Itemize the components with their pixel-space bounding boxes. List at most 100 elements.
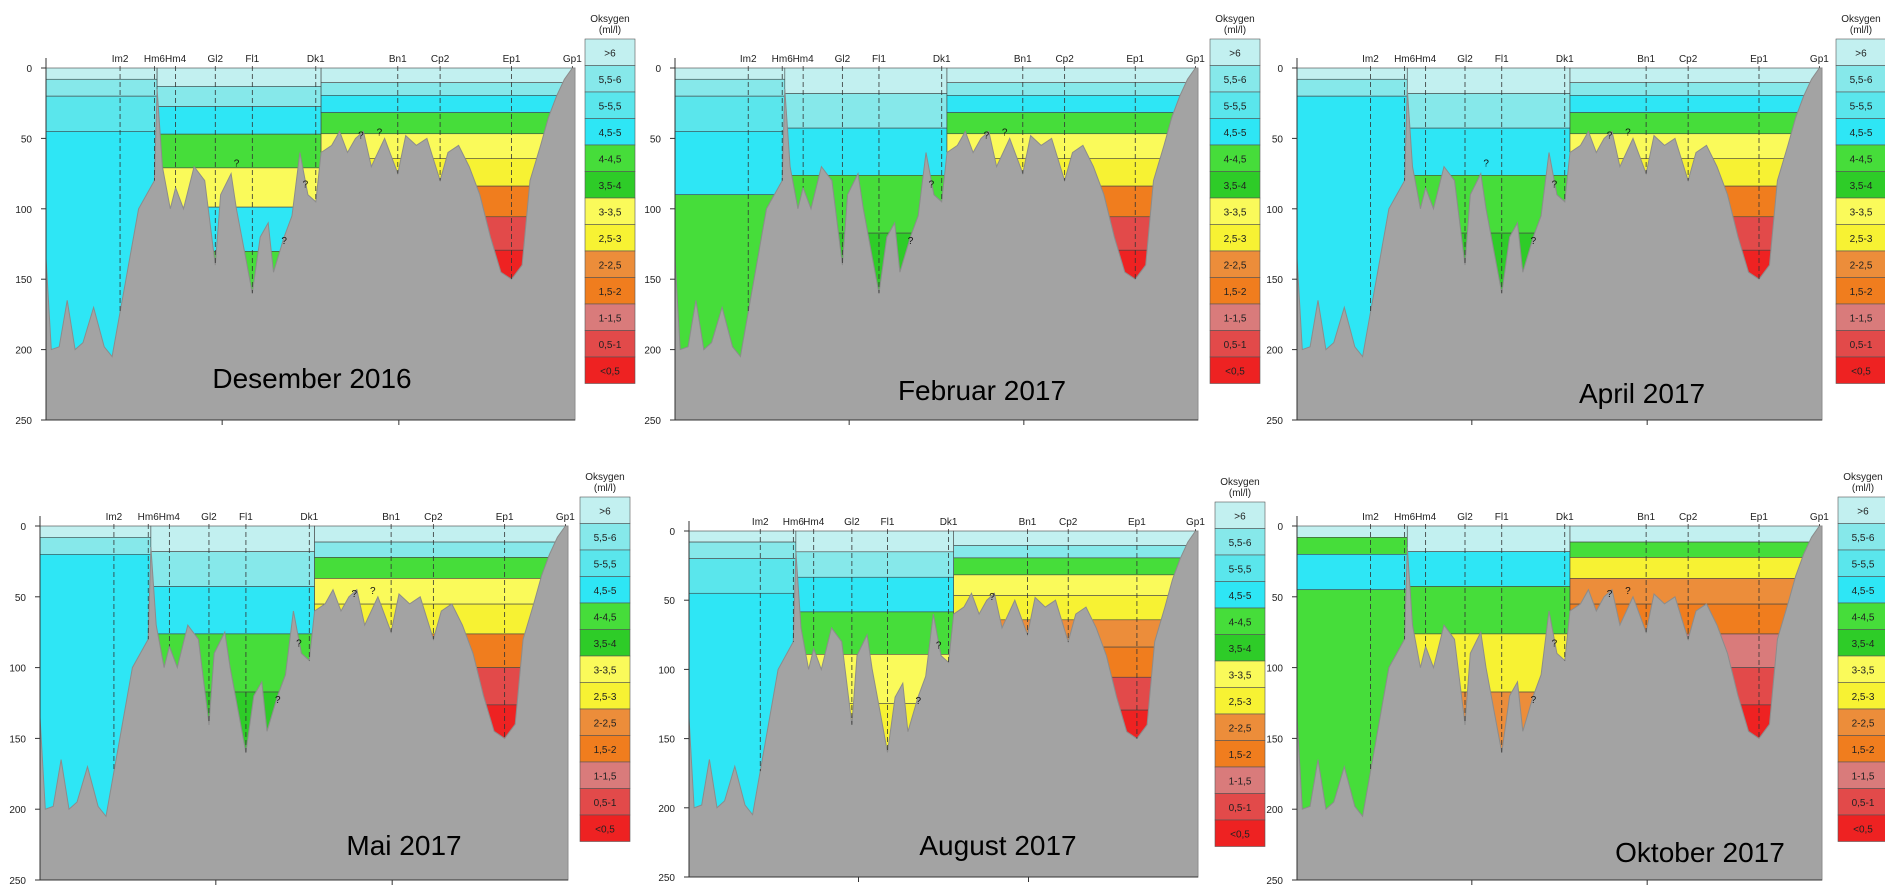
legend-label: 2,5-3 xyxy=(1850,234,1873,245)
legend-label: <0,5 xyxy=(1851,366,1871,377)
legend-label: 1-1,5 xyxy=(599,313,622,324)
legend-label: 2-2,5 xyxy=(1850,260,1873,271)
station-label: Gp1 xyxy=(1810,54,1829,65)
oxygen-layer xyxy=(1569,67,1820,83)
station-label: Hm6 xyxy=(772,54,794,65)
legend-swatch xyxy=(1209,65,1261,93)
legend-label: 3,5-4 xyxy=(1229,644,1252,655)
oxygen-layer xyxy=(688,530,797,543)
y-tick-label: 200 xyxy=(9,805,26,816)
uncertain-marker: ? xyxy=(1483,159,1489,170)
uncertain-marker: ? xyxy=(989,592,995,603)
station-label: Cp2 xyxy=(1679,512,1698,523)
station-label: Gp1 xyxy=(556,512,575,523)
legend-label: 3-3,5 xyxy=(594,665,617,676)
chart-panel: Im2 Hm6 Hm4 Gl2 Fl1 Dk1 Bn1 Cp2 Ep1 Gp1 0 50 100 150 2… xyxy=(1266,472,1885,887)
y-tick-label: 150 xyxy=(9,734,26,745)
uncertain-marker: ? xyxy=(916,696,922,707)
legend-unit: (ml/l) xyxy=(599,25,621,36)
station-label: Gp1 xyxy=(563,54,582,65)
station-label: Im2 xyxy=(740,54,757,65)
oxygen-layer xyxy=(45,67,158,80)
oxygen-layer xyxy=(1406,525,1571,552)
y-tick-label: 0 xyxy=(655,64,661,75)
legend-label: 0,5-1 xyxy=(1852,798,1875,809)
legend-swatch xyxy=(1214,554,1266,582)
legend-label: 3-3,5 xyxy=(1850,207,1873,218)
station-label: Fl1 xyxy=(1495,512,1509,523)
legend-swatch xyxy=(1837,788,1885,816)
legend-label: 1-1,5 xyxy=(1850,313,1873,324)
uncertain-marker: ? xyxy=(1531,236,1537,247)
uncertain-marker: ? xyxy=(1002,128,1008,139)
oxygen-layer xyxy=(688,558,797,594)
station-label: Dk1 xyxy=(300,512,318,523)
y-tick-label: 150 xyxy=(1266,275,1283,286)
legend-label: 3-3,5 xyxy=(599,207,622,218)
oxygen-layer xyxy=(314,557,566,579)
oxygen-layer xyxy=(156,67,322,87)
oxygen-layer xyxy=(150,525,315,552)
y-tick-label: 250 xyxy=(658,873,675,884)
station-label: Fl1 xyxy=(872,54,886,65)
legend-label: 3,5-4 xyxy=(599,181,622,192)
legend-swatch xyxy=(1209,277,1261,305)
y-tick-label: 0 xyxy=(20,522,26,533)
legend-label: >6 xyxy=(604,48,616,59)
oxygen-layer xyxy=(795,551,954,578)
station-label: Ep1 xyxy=(1126,54,1144,65)
uncertain-marker: ? xyxy=(929,180,935,191)
panel-title: Februar 2017 xyxy=(898,375,1066,406)
station-label: Bn1 xyxy=(1014,54,1032,65)
legend-title: Oksygen xyxy=(1843,472,1882,483)
uncertain-marker: ? xyxy=(1552,638,1558,649)
station-label: Gl2 xyxy=(835,54,851,65)
legend-swatch xyxy=(1209,171,1261,199)
oxygen-layer xyxy=(156,133,322,169)
legend-label: 3,5-4 xyxy=(1850,181,1873,192)
legend: Oksygen(ml/l) >6 5,5-6 5-5,5 4,5-5 4-4,5 3,5-4… xyxy=(1214,477,1266,847)
legend-label: 4-4,5 xyxy=(599,154,622,165)
y-tick-label: 0 xyxy=(1277,64,1283,75)
y-tick-label: 0 xyxy=(669,527,675,538)
legend-title: Oksygen xyxy=(1215,14,1254,25)
uncertain-marker: ? xyxy=(281,236,287,247)
oxygen-layer xyxy=(795,530,954,553)
legend-swatch xyxy=(1214,501,1266,529)
legend-label: 1,5-2 xyxy=(594,745,617,756)
legend-swatch xyxy=(1835,224,1885,252)
legend-label: 5,5-6 xyxy=(599,75,622,86)
station-label: Hm4 xyxy=(1415,512,1437,523)
uncertain-marker: ? xyxy=(1531,695,1537,706)
station-label: Dk1 xyxy=(1556,54,1574,65)
legend: Oksygen(ml/l) >6 5,5-6 5-5,5 4,5-5 4-4,5 3,5-4… xyxy=(1209,14,1261,384)
legend-swatch xyxy=(1209,356,1261,384)
station-label: Hm6 xyxy=(138,512,160,523)
legend-swatch xyxy=(1214,766,1266,794)
oxygen-layer xyxy=(784,127,948,176)
y-tick-label: 150 xyxy=(644,275,661,286)
uncertain-marker: ? xyxy=(370,586,376,597)
legend-label: 1,5-2 xyxy=(599,287,622,298)
seabed-terrain xyxy=(39,525,569,881)
y-tick-label: 250 xyxy=(9,876,26,887)
legend-label: 0,5-1 xyxy=(1229,803,1252,814)
uncertain-marker: ? xyxy=(1552,180,1558,191)
y-tick-label: 50 xyxy=(15,593,27,604)
legend-label: 4,5-5 xyxy=(599,128,622,139)
oxygen-layer xyxy=(320,67,573,83)
legend-swatch xyxy=(579,682,631,710)
legend-swatch xyxy=(584,303,636,331)
station-label: Hm4 xyxy=(165,54,187,65)
y-tick-label: 250 xyxy=(15,416,32,427)
legend-label: 5,5-6 xyxy=(594,533,617,544)
oxygen-layer xyxy=(320,95,573,113)
legend-label: 1-1,5 xyxy=(1852,771,1875,782)
station-label: Hm4 xyxy=(159,512,181,523)
y-tick-label: 250 xyxy=(644,416,661,427)
legend-label: <0,5 xyxy=(1853,824,1873,835)
oxygen-layer xyxy=(156,106,322,135)
station-label: Cp2 xyxy=(431,54,450,65)
oxygen-layer xyxy=(45,78,158,97)
